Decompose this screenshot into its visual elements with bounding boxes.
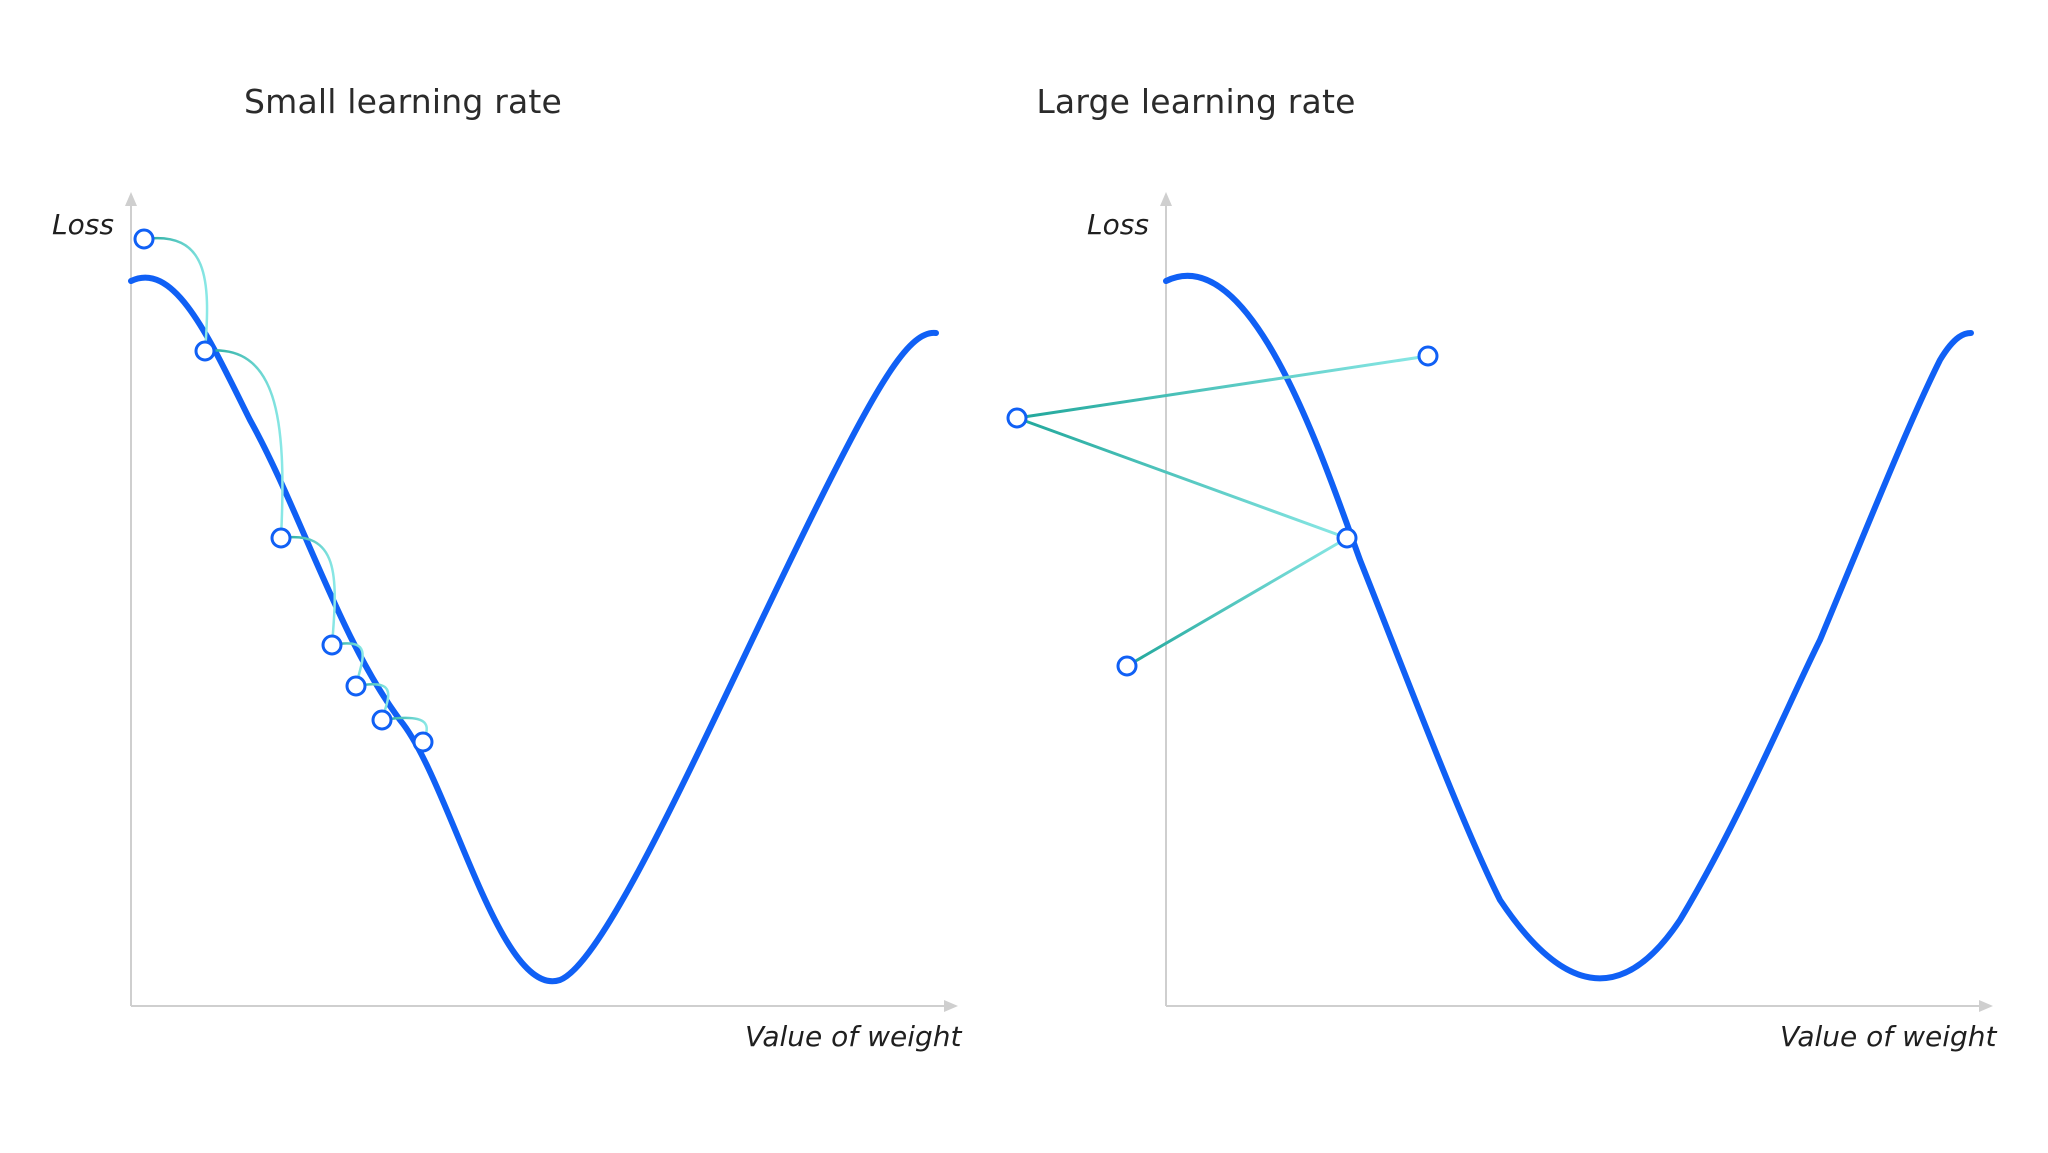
marker-large-3 — [1336, 527, 1358, 549]
x-axis-label-large: Value of weight — [1780, 1020, 1997, 1053]
y-axis-arrow-large — [1160, 192, 1172, 206]
marker-small-1 — [133, 228, 155, 250]
panel-title-large: Large learning rate — [1036, 82, 1356, 121]
marker-small-6 — [371, 709, 393, 731]
x-axis-arrow-small — [944, 1000, 958, 1012]
marker-small-7 — [412, 731, 434, 753]
marker-small-4 — [321, 634, 343, 656]
marker-large-4 — [1116, 655, 1138, 677]
x-axis-label-small: Value of weight — [745, 1020, 962, 1053]
x-axis-arrow-large — [1979, 1000, 1993, 1012]
marker-small-3 — [270, 527, 292, 549]
marker-large-2 — [1006, 407, 1028, 429]
step-small-2 — [203, 349, 284, 540]
step-large-2 — [1015, 416, 1349, 540]
loss-curve-large — [1163, 272, 1974, 982]
y-axis-label-large: Loss — [1087, 208, 1149, 241]
step-small-3 — [279, 535, 336, 647]
marker-small-5 — [345, 675, 367, 697]
marker-small-2 — [194, 340, 216, 362]
step-large-3 — [1125, 536, 1349, 668]
gradient-steps-small — [142, 236, 428, 744]
step-markers — [133, 228, 1439, 753]
step-small-1 — [142, 236, 209, 353]
loss-curve-small — [128, 274, 939, 985]
marker-large-1 — [1417, 345, 1439, 367]
y-axis-arrow-small — [125, 192, 137, 206]
panel-title-small: Small learning rate — [243, 82, 563, 121]
step-large-1 — [1015, 354, 1430, 420]
y-axis-label-small: Loss — [52, 208, 114, 241]
gradient-steps-large — [1015, 354, 1430, 668]
